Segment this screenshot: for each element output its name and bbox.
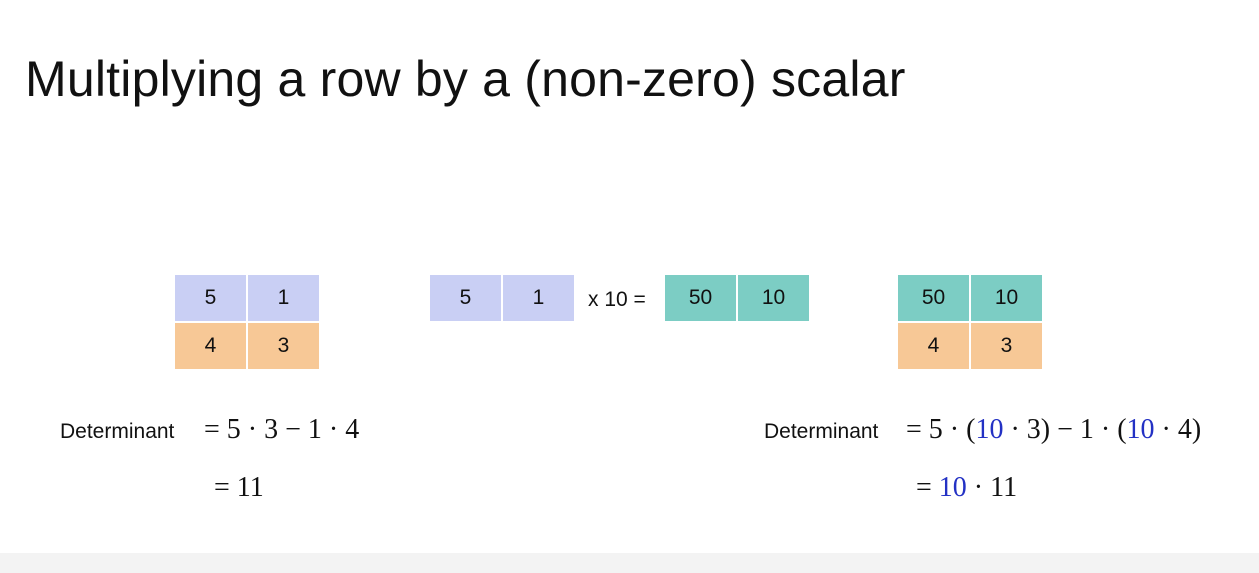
slide-title: Multiplying a row by a (non-zero) scalar	[25, 51, 906, 107]
scalar-multiply-label: x 10 =	[588, 288, 646, 311]
right-matrix-cell: 50	[898, 275, 969, 321]
bottom-band	[0, 553, 1259, 573]
expr-part: =	[916, 472, 939, 503]
expr-part: · 4)	[1154, 414, 1202, 445]
input-row-cell: 5	[430, 275, 501, 321]
left-matrix-cell: 5	[175, 275, 246, 321]
left-determinant-expression: = 5 · 3 − 1 · 4	[204, 414, 360, 445]
right-determinant-result: = 10 · 11	[916, 472, 1017, 504]
left-matrix-cell: 4	[175, 323, 246, 369]
expr-part: · 3) − 1 · (	[1003, 414, 1127, 445]
output-row-cell: 10	[738, 275, 809, 321]
scalar-highlight: 10	[975, 414, 1004, 445]
expr-part: · 11	[966, 472, 1018, 503]
left-determinant-result: = 11	[214, 472, 264, 503]
output-row-cell: 50	[665, 275, 736, 321]
left-matrix-cell: 3	[248, 323, 319, 369]
input-row: 5 1	[430, 275, 574, 321]
right-matrix-cell: 10	[971, 275, 1042, 321]
scalar-highlight: 10	[938, 472, 967, 503]
right-matrix-cell: 4	[898, 323, 969, 369]
left-determinant-label: Determinant	[60, 420, 175, 443]
right-matrix-cell: 3	[971, 323, 1042, 369]
left-matrix-cell: 1	[248, 275, 319, 321]
expr-part: = 5 · (	[906, 414, 976, 445]
scalar-highlight: 10	[1126, 414, 1155, 445]
right-determinant-expression: = 5 · (10 · 3) − 1 · (10 · 4)	[906, 414, 1201, 446]
right-matrix: 50 10 4 3	[898, 275, 1042, 369]
right-determinant-label: Determinant	[764, 420, 879, 443]
input-row-cell: 1	[503, 275, 574, 321]
output-row: 50 10	[665, 275, 809, 321]
left-matrix: 5 1 4 3	[175, 275, 319, 369]
